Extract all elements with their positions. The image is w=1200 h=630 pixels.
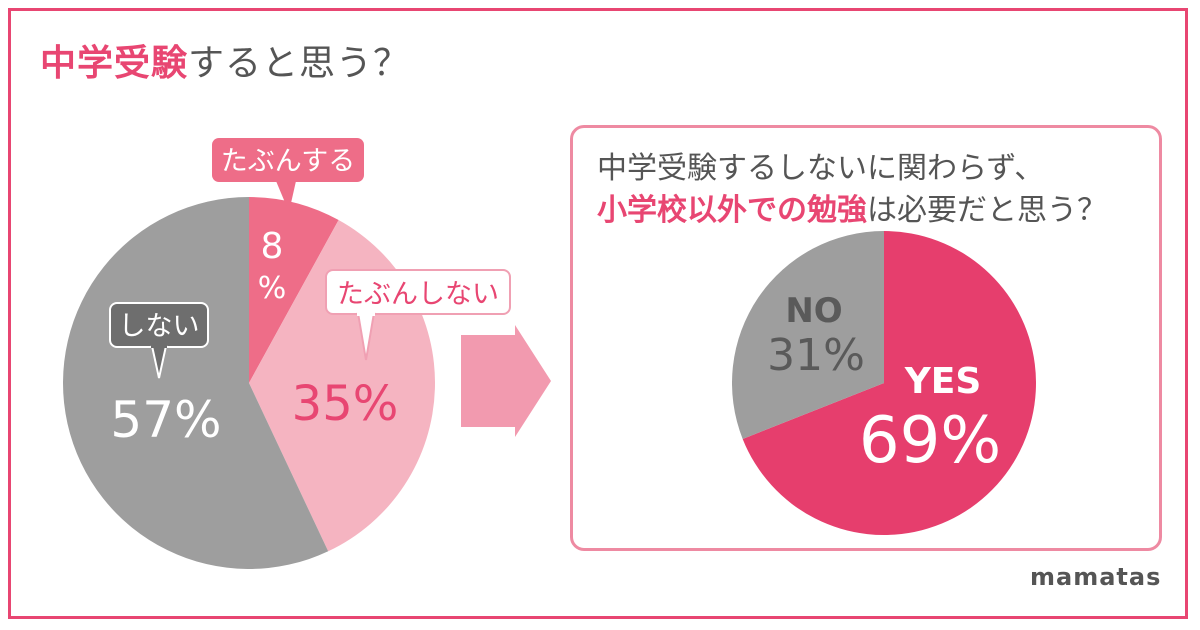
pie1-slice-shinai [62,197,329,569]
question-panel [570,125,1162,551]
callout-tabun-shinai-box [325,269,511,315]
callout-shinai: しない [109,302,209,379]
panel-question-accent: 小学校以外での勉強 [597,193,867,228]
page-title: 中学受験すると思う？ [40,34,410,86]
value-label-tabun-suru-digit: 8 [261,226,284,267]
value-label-tabun-shinai: 35% [292,376,399,432]
callout-shinai-label: しない [119,311,200,342]
callout-tabun-suru: たぶんする [212,138,364,212]
panel-question-line2: 小学校以外での勉強は必要だと思う？ [597,185,1107,229]
panel-question-rest: は必要だと思う？ [867,193,1107,228]
value-label-yes-name: YES [904,361,982,402]
callout-shinai-joint [151,343,167,348]
pie-chart-2 [731,231,1036,535]
arrow-right-icon [461,325,551,437]
callout-tabun-shinai-joint [357,310,375,316]
value-label-no-name: NO [785,291,842,331]
pie1-slice-tabun-suru [249,197,339,383]
value-label-tabun-suru-percent: % [258,271,287,306]
outer-frame [8,8,1188,619]
value-label-no-percent: 31% [767,330,865,381]
callout-tabun-shinai: たぶんしない [325,269,511,361]
value-label-yes-percent: 69% [859,404,1001,478]
callout-tabun-shinai-label: たぶんしない [337,279,499,310]
pie2-slice-no [731,231,884,439]
pie2-slice-yes [742,231,1036,535]
value-label-shinai: 57% [110,391,221,449]
callout-tabun-suru-box [212,138,364,182]
title-rest: すると思う？ [188,43,411,84]
brand-logo: mamatas [1030,563,1162,591]
callout-tabun-suru-pointer [276,181,296,212]
callout-tabun-suru-label: たぶんする [221,146,355,177]
title-accent: 中学受験 [40,43,189,84]
panel-question-line1: 中学受験するしないに関わらず、 [597,151,1045,186]
